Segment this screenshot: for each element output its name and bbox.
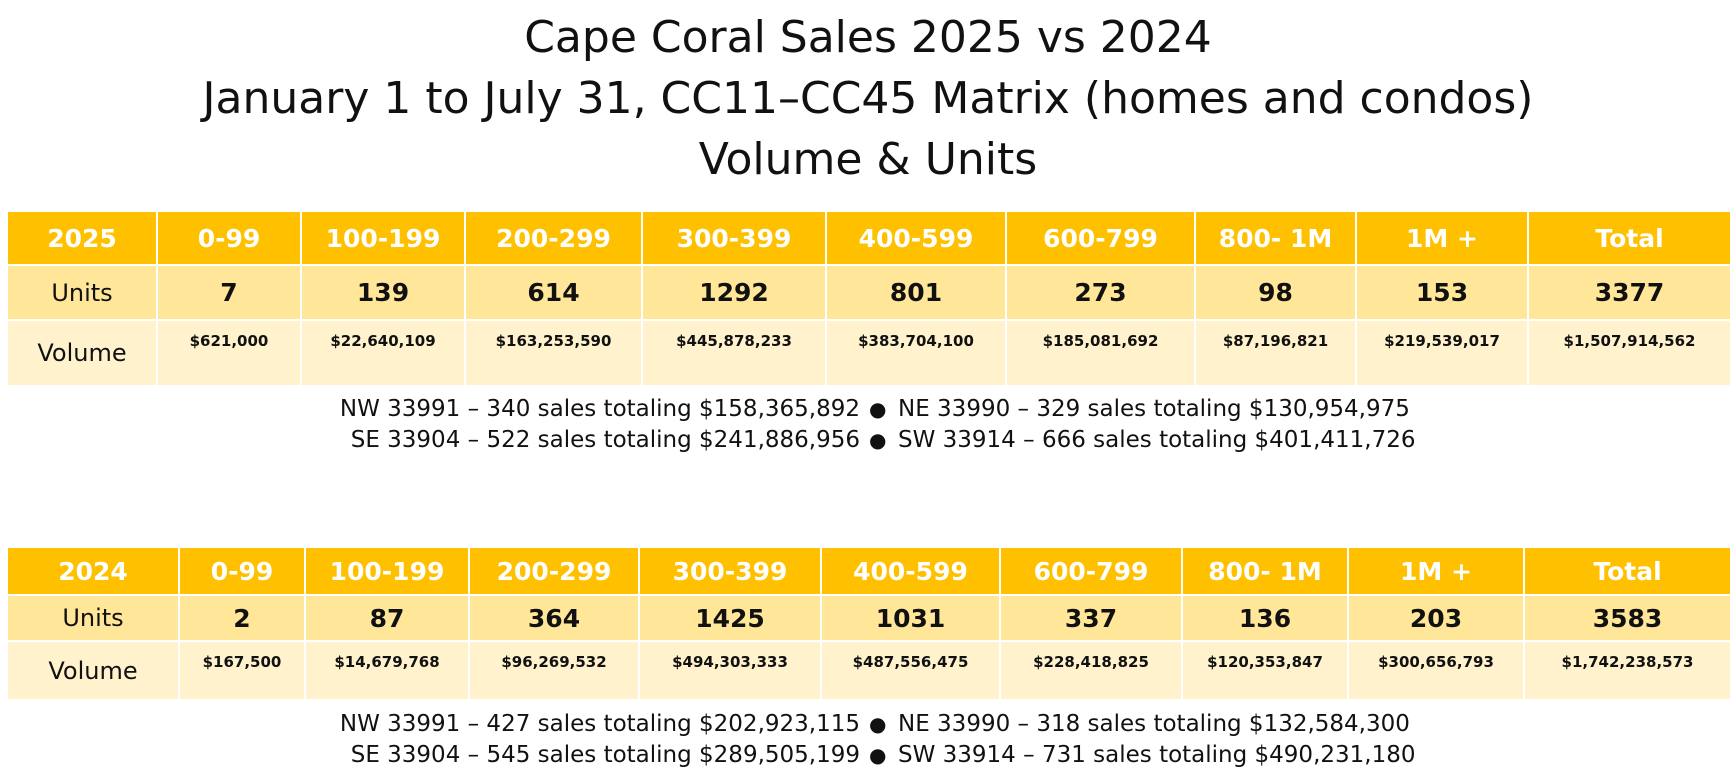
zip-summary-row: SE 33904 – 545 sales totaling $289,505,1… bbox=[0, 740, 1736, 771]
volume-cell: $185,081,692 bbox=[1005, 319, 1196, 387]
bullet-icon: ● bbox=[869, 712, 887, 736]
sales-table-2024: 2024 0-99 100-199 200-299 300-399 400-59… bbox=[6, 546, 1732, 701]
title-line-1: Cape Coral Sales 2025 vs 2024 bbox=[524, 12, 1212, 63]
volume-cell: $228,418,825 bbox=[999, 640, 1183, 701]
total-header: Total bbox=[1527, 210, 1732, 266]
units-cell: 1425 bbox=[638, 594, 822, 642]
units-cell: 2 bbox=[178, 594, 306, 642]
range-header: 600-799 bbox=[999, 546, 1183, 596]
range-header: 800- 1M bbox=[1194, 210, 1357, 266]
range-header: 100-199 bbox=[304, 546, 470, 596]
units-cell: 87 bbox=[304, 594, 470, 642]
zip-summary-row: NW 33991 – 427 sales totaling $202,923,1… bbox=[0, 709, 1736, 740]
volume-cell: $487,556,475 bbox=[820, 640, 1001, 701]
range-header: 800- 1M bbox=[1181, 546, 1349, 596]
zip-summary-nw: NW 33991 – 340 sales totaling $158,365,8… bbox=[339, 396, 860, 422]
bullet-icon: ● bbox=[869, 743, 887, 767]
range-header: 200-299 bbox=[468, 546, 640, 596]
range-header: 200-299 bbox=[464, 210, 643, 266]
range-header: 400-599 bbox=[825, 210, 1007, 266]
units-label: Units bbox=[6, 594, 180, 642]
year-header: 2025 bbox=[6, 210, 158, 266]
units-cell: 136 bbox=[1181, 594, 1349, 642]
units-cell: 139 bbox=[300, 264, 466, 321]
total-header: Total bbox=[1523, 546, 1732, 596]
volume-label: Volume bbox=[6, 640, 180, 701]
volume-cell: $96,269,532 bbox=[468, 640, 640, 701]
header-row: 2024 0-99 100-199 200-299 300-399 400-59… bbox=[6, 546, 1732, 596]
volume-total: $1,507,914,562 bbox=[1527, 319, 1732, 387]
units-cell: 273 bbox=[1005, 264, 1196, 321]
title-line-2: January 1 to July 31, CC11–CC45 Matrix (… bbox=[202, 73, 1534, 124]
title-line-3: Volume & Units bbox=[698, 134, 1038, 185]
units-cell: 1031 bbox=[820, 594, 1001, 642]
volume-cell: $14,679,768 bbox=[304, 640, 470, 701]
volume-cell: $383,704,100 bbox=[825, 319, 1007, 387]
zip-summary-row: NW 33991 – 340 sales totaling $158,365,8… bbox=[0, 394, 1736, 425]
volume-cell: $494,303,333 bbox=[638, 640, 822, 701]
bullet-icon: ● bbox=[869, 397, 887, 421]
range-header: 600-799 bbox=[1005, 210, 1196, 266]
zip-summary-row: SE 33904 – 522 sales totaling $241,886,9… bbox=[0, 425, 1736, 456]
zip-summary-2024: NW 33991 – 427 sales totaling $202,923,1… bbox=[0, 709, 1736, 771]
range-header: 0-99 bbox=[156, 210, 302, 266]
sales-table-2025: 2025 0-99 100-199 200-299 300-399 400-59… bbox=[6, 210, 1732, 387]
units-cell: 153 bbox=[1355, 264, 1529, 321]
units-cell: 337 bbox=[999, 594, 1183, 642]
units-cell: 801 bbox=[825, 264, 1007, 321]
volume-cell: $87,196,821 bbox=[1194, 319, 1357, 387]
zip-summary-se: SE 33904 – 522 sales totaling $241,886,9… bbox=[350, 427, 860, 453]
range-header: 300-399 bbox=[641, 210, 827, 266]
volume-cell: $300,656,793 bbox=[1347, 640, 1525, 701]
units-cell: 364 bbox=[468, 594, 640, 642]
units-row: Units 2 87 364 1425 1031 337 136 203 358… bbox=[6, 594, 1732, 642]
volume-cell: $163,253,590 bbox=[464, 319, 643, 387]
units-total: 3377 bbox=[1527, 264, 1732, 321]
volume-label: Volume bbox=[6, 319, 158, 387]
volume-cell: $219,539,017 bbox=[1355, 319, 1529, 387]
volume-cell: $22,640,109 bbox=[300, 319, 466, 387]
zip-summary-2025: NW 33991 – 340 sales totaling $158,365,8… bbox=[0, 394, 1736, 456]
volume-cell: $445,878,233 bbox=[641, 319, 827, 387]
zip-summary-ne: NE 33990 – 318 sales totaling $132,584,3… bbox=[898, 711, 1410, 737]
range-header: 1M + bbox=[1347, 546, 1525, 596]
units-cell: 7 bbox=[156, 264, 302, 321]
volume-row: Volume $167,500 $14,679,768 $96,269,532 … bbox=[6, 640, 1732, 701]
volume-cell: $167,500 bbox=[178, 640, 306, 701]
volume-row: Volume $621,000 $22,640,109 $163,253,590… bbox=[6, 319, 1732, 387]
volume-cell: $120,353,847 bbox=[1181, 640, 1349, 701]
units-cell: 1292 bbox=[641, 264, 827, 321]
header-row: 2025 0-99 100-199 200-299 300-399 400-59… bbox=[6, 210, 1732, 266]
range-header: 0-99 bbox=[178, 546, 306, 596]
units-total: 3583 bbox=[1523, 594, 1732, 642]
range-header: 1M + bbox=[1355, 210, 1529, 266]
volume-total: $1,742,238,573 bbox=[1523, 640, 1732, 701]
range-header: 400-599 bbox=[820, 546, 1001, 596]
zip-summary-ne: NE 33990 – 329 sales totaling $130,954,9… bbox=[898, 396, 1410, 422]
volume-cell: $621,000 bbox=[156, 319, 302, 387]
units-label: Units bbox=[6, 264, 158, 321]
units-cell: 203 bbox=[1347, 594, 1525, 642]
zip-summary-sw: SW 33914 – 666 sales totaling $401,411,7… bbox=[898, 427, 1416, 453]
units-row: Units 7 139 614 1292 801 273 98 153 3377 bbox=[6, 264, 1732, 321]
range-header: 100-199 bbox=[300, 210, 466, 266]
zip-summary-se: SE 33904 – 545 sales totaling $289,505,1… bbox=[350, 742, 860, 768]
units-cell: 614 bbox=[464, 264, 643, 321]
units-cell: 98 bbox=[1194, 264, 1357, 321]
zip-summary-sw: SW 33914 – 731 sales totaling $490,231,1… bbox=[898, 742, 1416, 768]
year-header: 2024 bbox=[6, 546, 180, 596]
zip-summary-nw: NW 33991 – 427 sales totaling $202,923,1… bbox=[339, 711, 860, 737]
range-header: 300-399 bbox=[638, 546, 822, 596]
bullet-icon: ● bbox=[869, 428, 887, 452]
